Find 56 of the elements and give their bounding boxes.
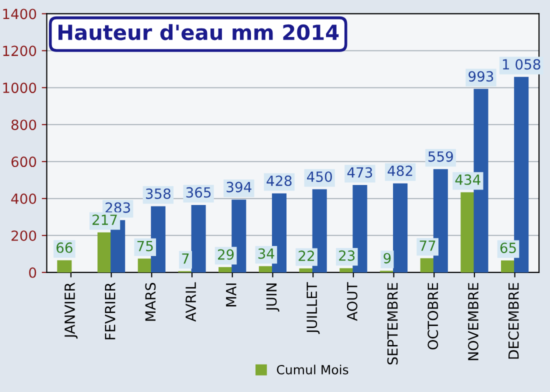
data-label: 1 058 — [502, 59, 540, 70]
data-label: 450 — [307, 171, 332, 182]
data-label: 23 — [339, 250, 355, 261]
data-label: 428 — [266, 176, 292, 186]
bar — [460, 192, 476, 272]
bar — [420, 258, 435, 272]
x-tick-label: NOVEMBRE — [468, 283, 478, 360]
data-label: 482 — [388, 166, 412, 176]
x-tick-label: MAI — [226, 284, 236, 306]
x-tick-label: JUILLET — [306, 282, 320, 334]
data-label: 993 — [468, 71, 494, 82]
x-tick-label: JANVIER — [64, 282, 78, 339]
y-tick-label: 600 — [11, 156, 36, 168]
bar — [340, 268, 354, 272]
data-label: 9 — [384, 252, 391, 264]
x-tick-label: MARS — [145, 282, 156, 321]
data-label: 358 — [146, 188, 170, 199]
x-tick-label: DECEMBRE — [508, 283, 519, 359]
y-tick-label: 800 — [11, 120, 36, 130]
bar — [393, 183, 408, 272]
y-tick-label: 200 — [12, 230, 36, 241]
y-tick-label: 1400 — [3, 8, 36, 20]
data-label: 22 — [298, 250, 314, 261]
x-tick-label: AVRIL — [186, 282, 196, 322]
x-tick-label: AOUT — [346, 282, 358, 321]
y-tick-label: 400 — [11, 193, 36, 204]
data-label: 217 — [92, 214, 117, 225]
data-label: 77 — [420, 240, 436, 251]
x-tick-label: SEPTEMBRE — [387, 283, 398, 364]
legend-label: Cumul Mois — [276, 364, 348, 374]
data-label: 65 — [500, 242, 516, 254]
bar — [514, 76, 529, 272]
bar — [258, 266, 274, 272]
data-label: 394 — [226, 182, 252, 192]
bar — [312, 189, 327, 272]
data-label: 7 — [182, 254, 189, 264]
data-label: 66 — [56, 242, 72, 253]
bar — [218, 267, 234, 272]
x-tick-label: FEVRIER — [105, 282, 116, 340]
x-tick-label: OCTOBRE — [428, 283, 438, 350]
bar — [352, 185, 368, 272]
data-label: 75 — [137, 240, 153, 252]
x-tick-label: JUIN — [266, 284, 280, 312]
data-label: 365 — [186, 187, 211, 198]
data-label: 29 — [218, 249, 234, 260]
data-label: 34 — [258, 248, 274, 259]
y-tick-label: 1200 — [3, 46, 36, 56]
data-label: 283 — [106, 202, 130, 213]
data-label: 559 — [428, 151, 453, 162]
bar — [57, 260, 72, 272]
bar — [191, 204, 206, 272]
data-label: 473 — [347, 167, 372, 178]
y-tick-label: 0 — [29, 267, 36, 278]
data-label: 434 — [455, 174, 480, 185]
y-tick-label: 1000 — [3, 82, 36, 94]
chart-title: Hauteur d'eau mm 2014 — [58, 24, 339, 40]
